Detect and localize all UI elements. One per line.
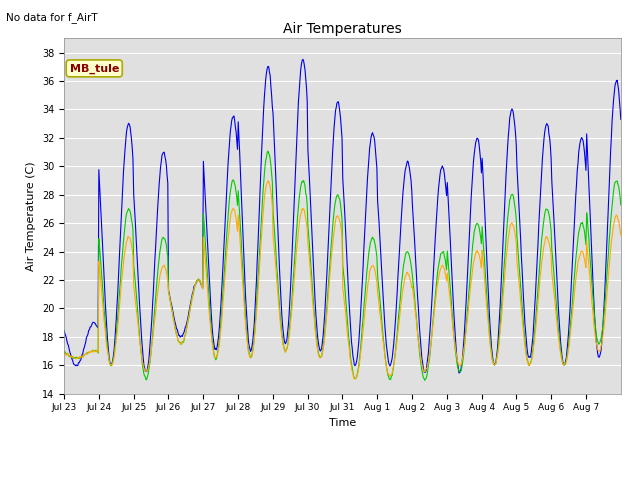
li77_temp: [421, 377, 429, 383]
li77_temp: [433, 281, 440, 287]
li77_temp: [401, 258, 408, 264]
li77_temp: [617, 202, 625, 208]
Title: Air Temperatures: Air Temperatures: [283, 22, 402, 36]
li75_t: [228, 118, 236, 123]
Text: No data for f_AirT: No data for f_AirT: [6, 12, 98, 23]
Tsonic: [277, 326, 285, 332]
Line: Tsonic: Tsonic: [64, 181, 621, 379]
Tsonic: [351, 376, 359, 382]
li75_t: [255, 207, 263, 213]
Tsonic: [617, 232, 625, 238]
Tsonic: [60, 349, 68, 355]
li77_temp: [60, 350, 68, 356]
Tsonic: [228, 209, 236, 215]
li77_temp: [255, 254, 263, 260]
li75_t: [60, 327, 68, 333]
Tsonic: [125, 235, 133, 241]
Line: li75_t: li75_t: [64, 59, 621, 373]
Line: li77_temp: li77_temp: [64, 151, 621, 380]
li77_temp: [125, 207, 133, 213]
li75_t: [455, 370, 463, 376]
Tsonic: [264, 178, 272, 184]
Tsonic: [401, 274, 409, 280]
Y-axis label: Air Temperature (C): Air Temperature (C): [26, 161, 36, 271]
X-axis label: Time: Time: [329, 418, 356, 428]
li75_t: [299, 56, 307, 62]
li75_t: [401, 174, 408, 180]
li77_temp: [228, 180, 236, 186]
li77_temp: [277, 322, 285, 327]
li75_t: [125, 121, 133, 127]
Legend: li75_t, li77_temp, Tsonic: li75_t, li77_temp, Tsonic: [212, 477, 473, 480]
li75_t: [276, 284, 284, 289]
li75_t: [432, 228, 440, 234]
li75_t: [617, 117, 625, 122]
Tsonic: [433, 290, 440, 296]
li77_temp: [264, 148, 272, 154]
Text: MB_tule: MB_tule: [70, 63, 119, 73]
Tsonic: [255, 268, 263, 274]
